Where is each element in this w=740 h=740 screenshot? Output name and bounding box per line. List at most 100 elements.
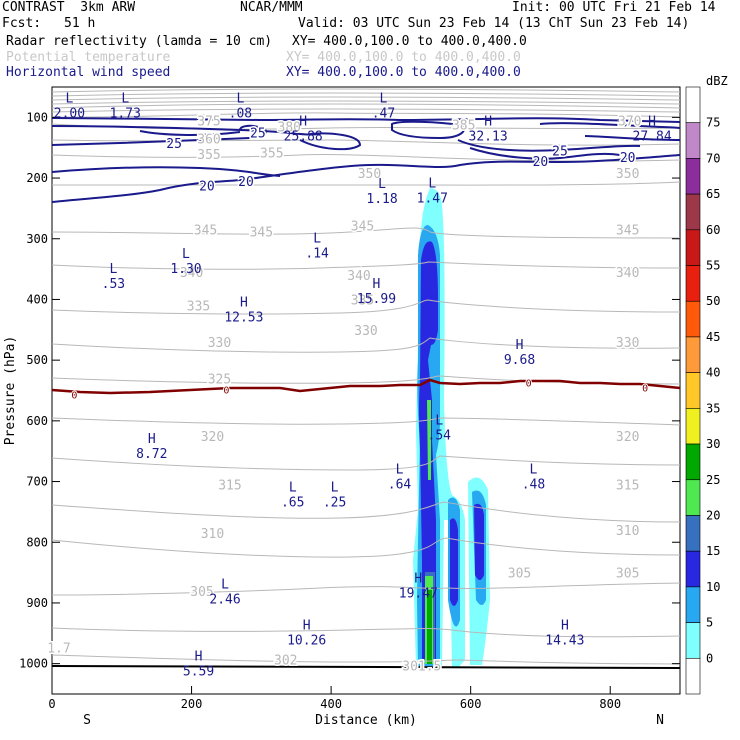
y-tick-label: 200 [26,171,48,185]
theta-contour-label: 305 [616,567,639,582]
extremum-value: 25.88 [284,129,323,144]
theta-contour-label: 340 [616,266,639,281]
extremum-marker: L [435,414,443,429]
extremum-marker: L [121,91,129,106]
extremum-marker: H [299,114,307,129]
theta-contour-label: 345 [194,224,217,239]
extremum-marker: L [380,91,388,106]
theta-contour-label: 302 [274,653,297,668]
extremum-marker: H [561,618,569,633]
ground-line [51,665,681,669]
extremum-value: .64 [388,477,412,492]
wind-contour-label: 20 [238,175,254,190]
extremum-value: 32.13 [469,129,508,144]
theta-contour-label: 345 [351,219,374,234]
extremum-value: 1.47 [417,191,448,206]
colorbar-level-label: 35 [706,401,720,415]
colorbar-swatch [685,193,701,231]
extremum-marker: L [378,177,386,192]
extremum-value: .47 [372,106,395,121]
theta-contour-label: 385 [452,119,475,134]
extremum-marker: H [516,338,524,353]
zero-isotherm-label: 0 [642,383,648,394]
extremum-value: 10.26 [287,633,326,648]
theta-contour-label: 350 [358,167,381,182]
model-title: CONTRAST 3km ARW [2,0,136,15]
colorbar-swatch [685,622,701,659]
colorbar-level-label: 10 [706,580,720,594]
colorbar-swatch [685,515,701,552]
colorbar-level-label: 50 [706,294,720,308]
x-tick-label: 0 [48,697,55,711]
colorbar-swatch [685,550,701,588]
colorbar-swatch [685,300,701,338]
colorbar-level-label: 65 [706,187,720,201]
colorbar-level-label: 40 [706,366,720,380]
theta-contour-label: 345 [250,225,273,240]
extremum-value: 14.43 [545,633,584,648]
extremum-value: 9.68 [504,353,535,368]
wind-contour-label: 20 [620,151,636,166]
field3-xy: XY= 400.0,100.0 to 400.0,400.0 [286,65,521,80]
extremum-marker: H [148,432,156,447]
colorbar-swatch [685,336,701,373]
extremum-value: .14 [305,247,329,262]
extremum-marker: H [240,295,248,310]
extremum-value: 12.53 [224,310,263,325]
extremum-marker: L [530,462,538,477]
y-axis-label: Pressure (hPa) [3,336,18,446]
zero-isotherm-label: 0 [526,379,532,390]
wind-contour-label: 20 [199,179,215,194]
extremum-value: .25 [323,496,346,511]
zero-isotherm-line [51,378,681,395]
x-end-label-left: S [83,713,91,728]
theta-contour-label: 310 [201,527,224,542]
colorbar-swatch [685,229,701,266]
field2-name: Potential temperature [6,50,171,65]
extremum-value: 2.46 [209,593,240,608]
colorbar-level-label: 70 [706,151,720,165]
theta-contour-label: 375 [197,114,220,129]
extremum-marker: H [303,618,311,633]
colorbar-swatch [685,265,701,302]
extremum-marker: L [313,232,321,247]
theta-contour-label: 315 [218,479,241,494]
extremum-value: 27.84 [633,129,672,144]
extremum-marker: H [373,277,381,292]
colorbar-swatch [685,122,701,159]
theta-contour-label: 340 [180,266,203,281]
extremum-value: 1.73 [110,106,141,121]
extremum-marker: L [236,91,244,106]
theta-contour-label: 330 [208,336,231,351]
extremum-marker: L [66,91,74,106]
theta-contour-label: 310 [616,524,639,539]
colorbar-level-label: 30 [706,437,720,451]
colorbar-level-label: 45 [706,330,720,344]
extremum-marker: L [109,262,117,277]
extremum-value: 8.72 [136,447,167,462]
extremum-marker: H [648,114,656,129]
colorbar-swatch [685,586,701,623]
colorbar-level-label: 75 [706,116,720,130]
theta-contour-label: 380 [278,120,301,135]
y-tick-label: 600 [26,414,48,428]
theta-contour-label: 355 [197,148,220,163]
colorbar-swatch [685,158,701,195]
extremum-marker: H [195,649,203,664]
zero-isotherm-label: 0 [223,385,229,396]
extremum-value: .65 [281,496,304,511]
wind-contour-label: 25 [166,137,182,152]
extremum-marker: L [428,176,436,191]
extremum-value: 1.30 [170,262,201,277]
extremum-value: .08 [229,106,252,121]
colorbar-swatch [685,443,701,481]
wind-contour-label: 25 [552,145,568,160]
y-tick-label: 900 [26,596,48,610]
colorbar-swatch [685,86,701,124]
theta-contour-label: 320 [201,430,224,445]
colorbar-level-label: 5 [706,616,713,630]
wind-contour-label: 20 [533,155,549,170]
colorbar-level-label: 55 [706,259,720,273]
